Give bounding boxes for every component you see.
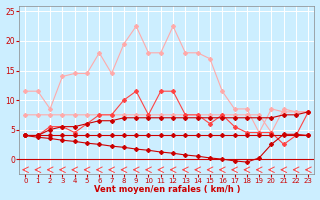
- X-axis label: Vent moyen/en rafales ( km/h ): Vent moyen/en rafales ( km/h ): [94, 185, 240, 194]
